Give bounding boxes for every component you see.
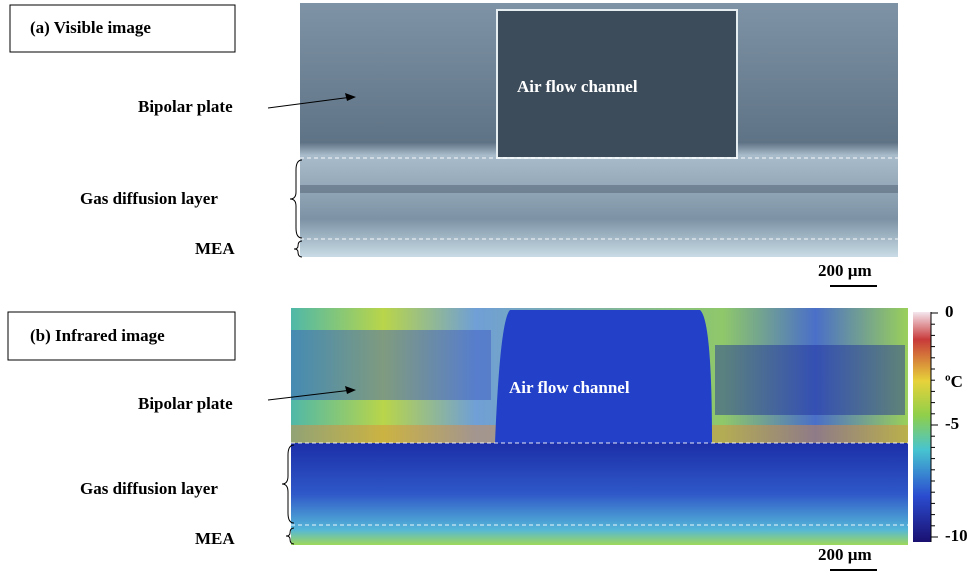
image-texture [715, 345, 905, 415]
colorbar [913, 312, 931, 542]
panel-label: (b) Infrared image [30, 326, 165, 345]
image-texture [291, 330, 491, 400]
colorbar-tick-label: 0 [945, 302, 954, 321]
channel-region [495, 310, 712, 443]
bipolar-label: Bipolar plate [138, 97, 233, 116]
mea-label: MEA [195, 239, 235, 258]
infrared-image [291, 443, 908, 545]
channel-label: Air flow channel [517, 77, 638, 96]
gdl-label: Gas diffusion layer [80, 479, 218, 498]
image-texture [300, 185, 898, 193]
colorbar-unit: ºC [945, 372, 963, 391]
gdl-label: Gas diffusion layer [80, 189, 218, 208]
colorbar-tick-label: -5 [945, 414, 959, 433]
panel-label: (a) Visible image [30, 18, 151, 37]
bipolar-label: Bipolar plate [138, 394, 233, 413]
figure: (a) Visible image Air flow channel Bipol… [0, 0, 977, 573]
scale-bar-label: 200 µm [818, 545, 872, 564]
colorbar-tick-label: -10 [945, 526, 968, 545]
mea-label: MEA [195, 529, 235, 548]
scale-bar-label: 200 µm [818, 261, 872, 280]
channel-label: Air flow channel [509, 378, 630, 397]
